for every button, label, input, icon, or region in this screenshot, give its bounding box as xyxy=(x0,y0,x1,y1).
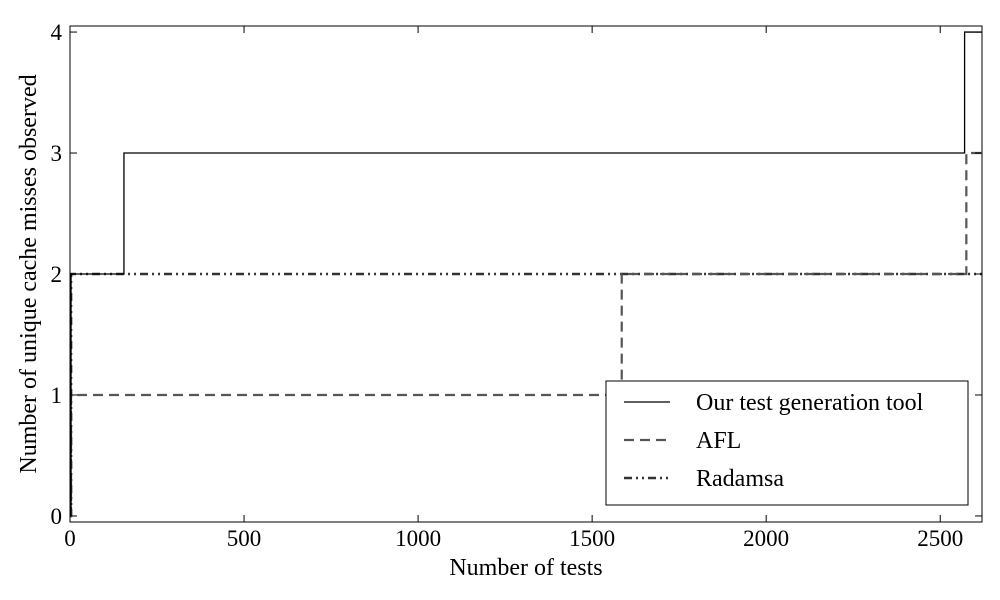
legend-label-2: Radamsa xyxy=(696,466,784,492)
legend-label-0: Our test generation tool xyxy=(696,390,924,416)
x-tick-label: 1500 xyxy=(569,526,615,551)
y-tick-label: 2 xyxy=(51,262,63,287)
legend-label-1: AFL xyxy=(696,428,741,454)
legend: Our test generation tool AFL Radamsa xyxy=(605,380,969,506)
x-tick-label: 2000 xyxy=(743,526,789,551)
y-tick-label: 0 xyxy=(51,504,63,529)
x-tick-label: 2500 xyxy=(917,526,963,551)
series-line-0 xyxy=(70,31,982,517)
y-tick-label: 1 xyxy=(51,383,63,408)
y-axis-title: Number of unique cache misses observed xyxy=(16,74,42,473)
x-axis-title: Number of tests xyxy=(449,555,602,581)
x-tick-label: 1000 xyxy=(395,526,441,551)
x-tick-label: 0 xyxy=(64,526,76,551)
x-tick-label: 500 xyxy=(227,526,262,551)
tick-layer: 0 500 1000 1500 2000 2500 0 1 2 3 4 xyxy=(51,20,982,551)
y-tick-label: 4 xyxy=(51,20,63,45)
y-tick-label: 3 xyxy=(51,141,63,166)
